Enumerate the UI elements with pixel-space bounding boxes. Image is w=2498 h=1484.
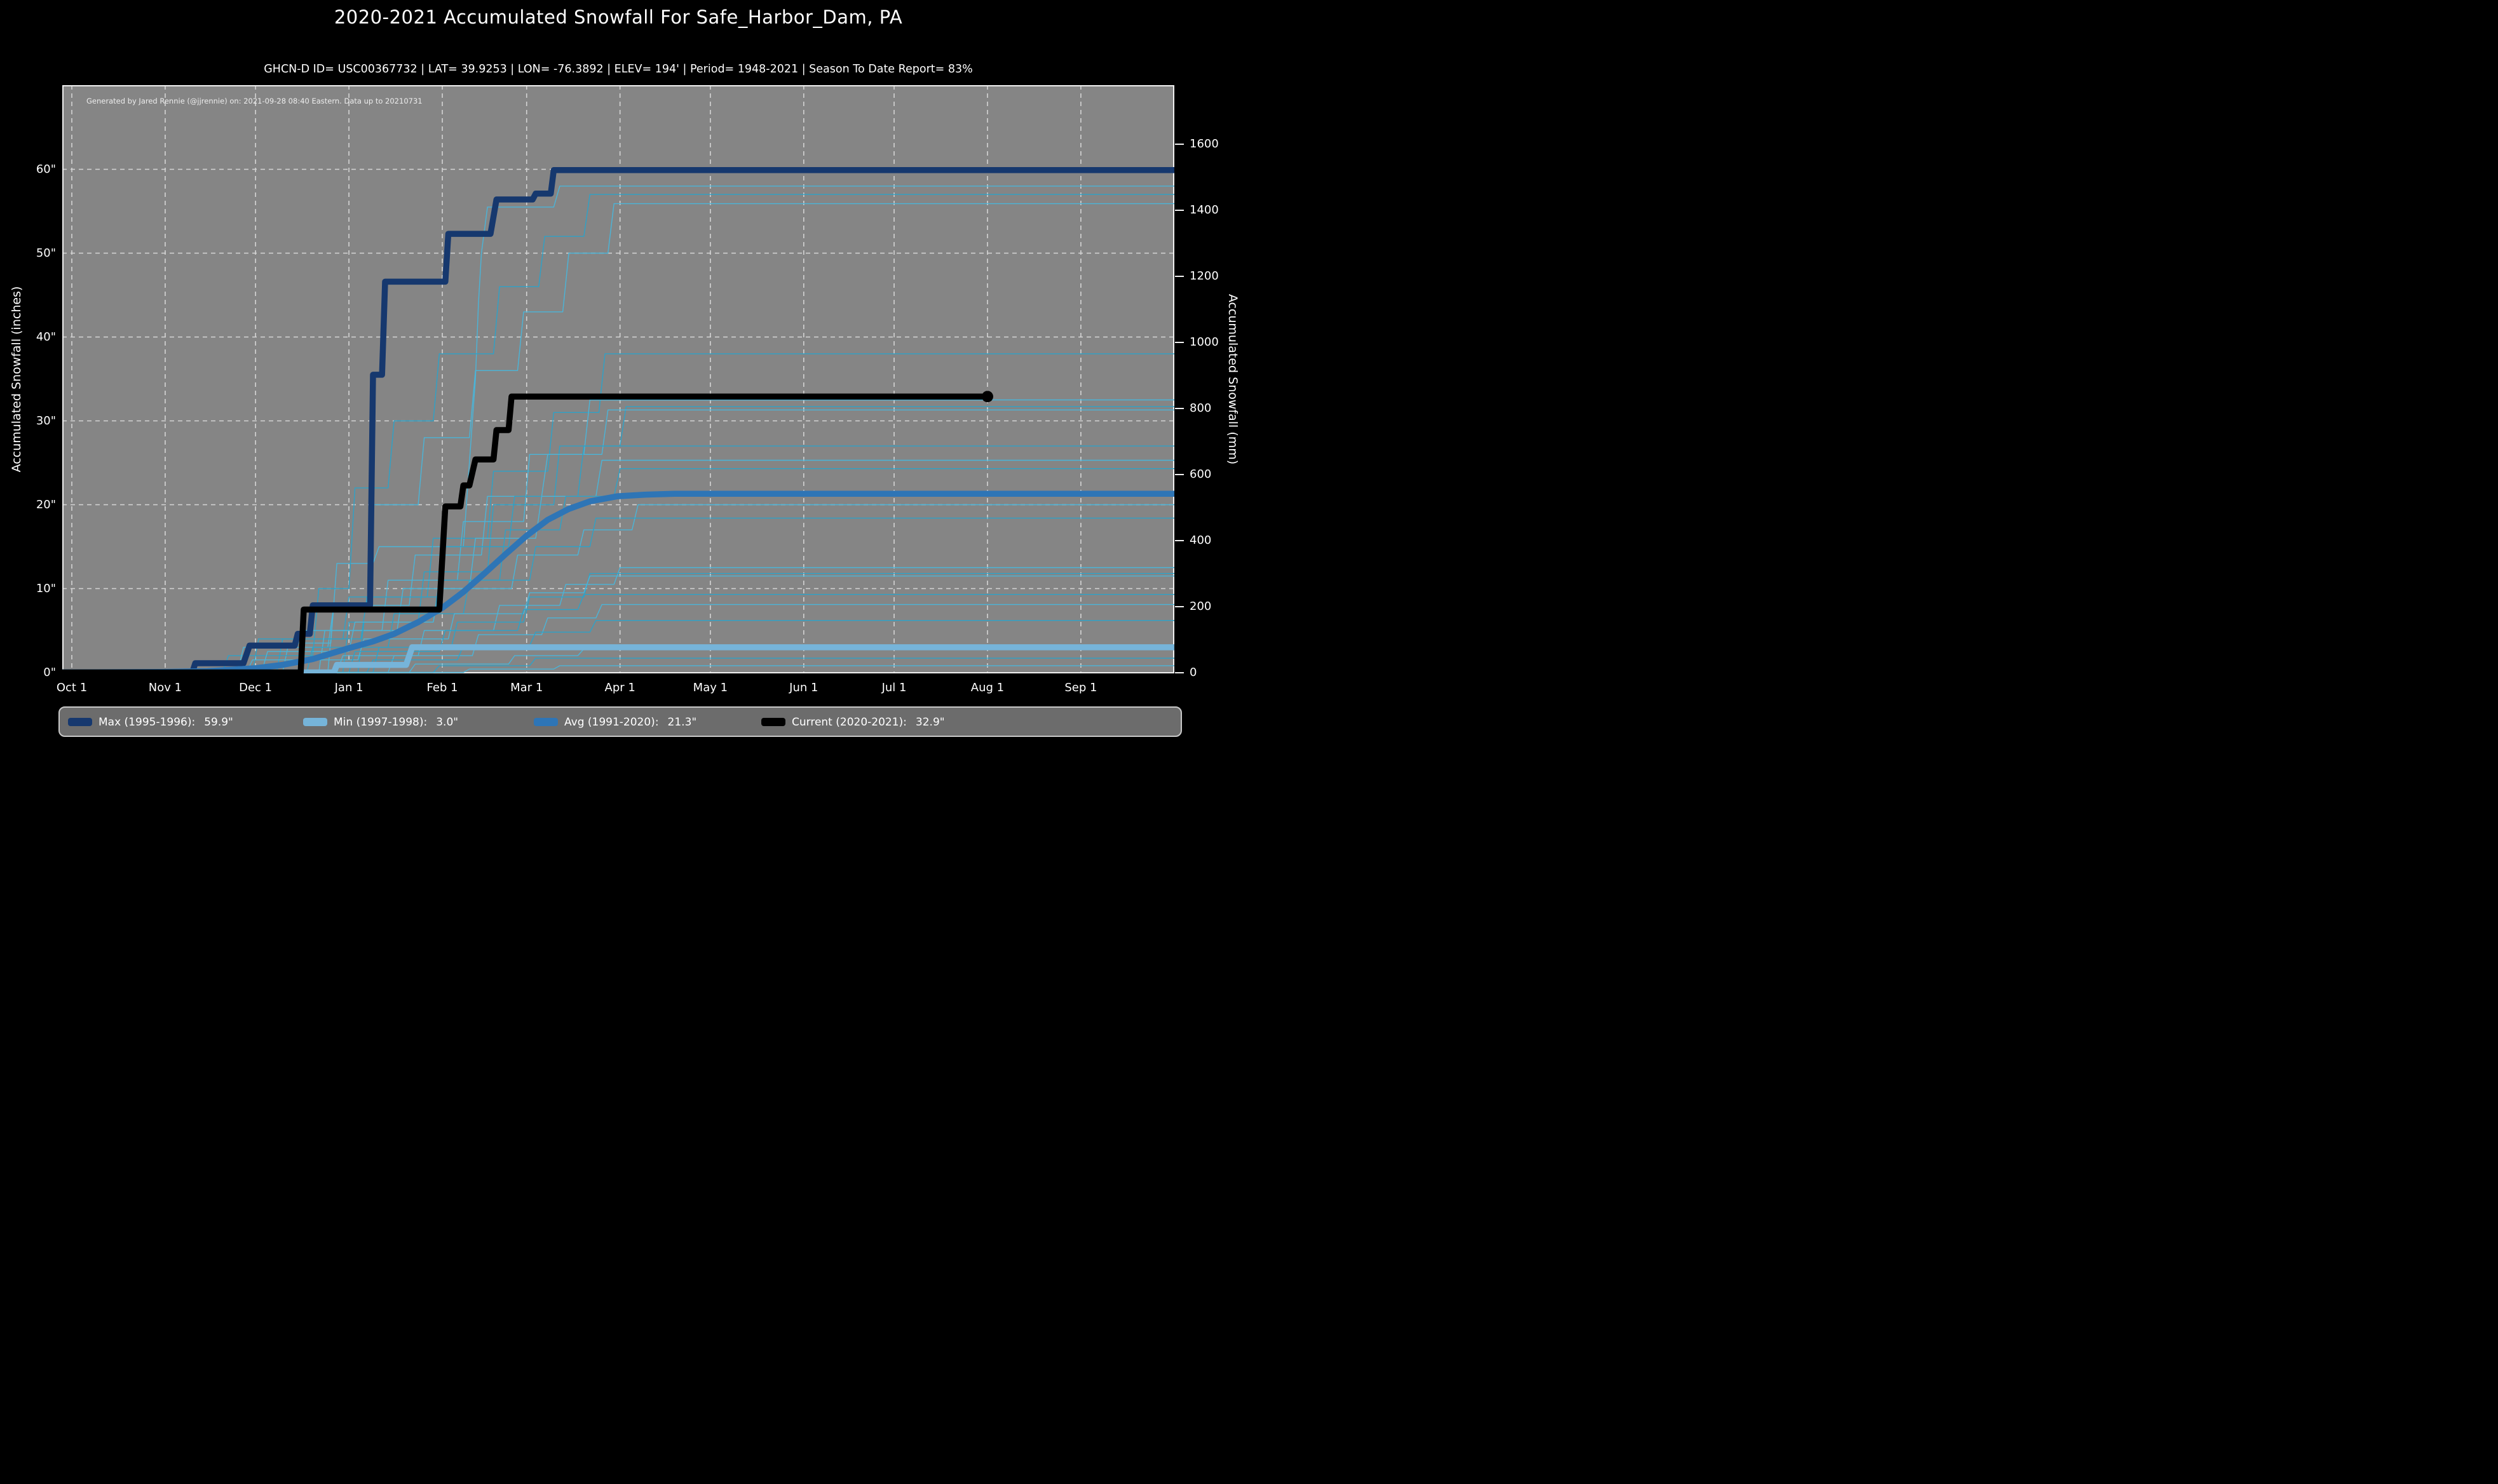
x-tick-label: Aug 1 [970,681,1005,694]
y-tick-mark [1175,407,1184,409]
legend-item-avg: Avg (1991-2020): 21.3" [534,716,696,730]
x-tick-label: Dec 1 [239,681,273,694]
plot-background [62,85,1174,673]
y-tick-mark [1175,209,1184,211]
y-tick-label-mm: 1600 [1190,137,1219,151]
chart-title: 2020-2021 Accumulated Snowfall For Safe_… [334,6,903,28]
y-tick-mark [1175,144,1184,145]
chart-figure: 2020-2021 Accumulated Snowfall For Safe_… [0,0,1249,742]
y-tick-label-inches: 60" [36,162,56,176]
x-tick-label: Nov 1 [148,681,182,694]
watermark-text: Generated by Jared Rennie (@jjrennie) on… [86,97,423,105]
current-line [62,393,991,673]
y-tick-label-mm: 1000 [1190,335,1219,349]
season-line [62,353,1174,673]
legend-value: 59.9" [204,716,233,729]
right-axis-title: Accumulated Snowfall (mm) [1226,293,1240,465]
legend-value: 32.9" [915,716,945,729]
y-tick-mark [1175,473,1184,475]
season-line [62,665,1174,673]
avg-line [62,490,1174,673]
season-line [62,567,1174,673]
x-tick-label: Jul 1 [881,681,907,694]
y-tick-label-inches: 30" [36,414,56,428]
x-tick-label: Mar 1 [510,681,543,694]
legend-swatch-min-icon [303,718,327,726]
season-line [62,459,1174,673]
y-tick-mark [1175,539,1184,541]
y-tick-label-inches: 20" [36,497,56,511]
x-tick-label: Sep 1 [1064,681,1097,694]
y-tick-label-inches: 50" [36,246,56,260]
x-tick-label: Apr 1 [604,681,635,694]
legend-value: 21.3" [667,716,697,729]
plot-area: Generated by Jared Rennie (@jjrennie) on… [62,85,1174,673]
plot-border [62,85,1174,673]
left-axis-title: Accumulated Snowfall (inches) [10,286,24,473]
y-tick-mark [1175,605,1184,607]
legend-swatch-avg-icon [534,718,558,726]
season-line [62,576,1174,673]
y-tick-mark [1175,341,1184,343]
legend-label: Min (1997-1998): [334,716,428,729]
x-tick-label: Jan 1 [334,681,363,694]
current-end-dot [981,391,993,403]
legend-item-current: Current (2020-2021): 32.9" [761,716,945,730]
legend-value: 3.0" [436,716,459,729]
legend-swatch-current-icon [761,718,785,726]
y-tick-label-mm: 1200 [1190,269,1219,283]
y-tick-label-mm: 1400 [1190,203,1219,217]
legend-swatch-max-icon [68,718,92,726]
x-tick-label: May 1 [693,681,728,694]
snowfall-chart [62,85,1174,673]
x-tick-label: Jun 1 [789,681,818,694]
y-tick-label-inches: 10" [36,581,56,595]
season-line [62,517,1174,673]
legend-item-min: Min (1997-1998): 3.0" [303,716,458,730]
y-tick-mark [1175,671,1184,673]
data-lines [62,167,1174,673]
y-tick-mark [1175,275,1184,277]
season-line [62,504,1174,673]
x-tick-label: Feb 1 [426,681,458,694]
y-tick-label-mm: 200 [1190,599,1212,613]
legend-label: Current (2020-2021): [792,716,907,729]
y-tick-label-mm: 600 [1190,467,1212,481]
y-tick-label-inches: 0" [43,665,56,679]
legend-label: Avg (1991-2020): [564,716,659,729]
chart-subtitle: GHCN-D ID= USC00367732 | LAT= 39.9253 | … [264,63,973,76]
x-tick-label: Oct 1 [56,681,88,694]
y-tick-label-inches: 40" [36,330,56,344]
y-tick-label-mm: 400 [1190,533,1212,547]
legend-item-max: Max (1995-1996): 59.9" [68,716,233,730]
y-tick-label-mm: 800 [1190,401,1212,415]
y-tick-label-mm: 0 [1190,665,1197,679]
max-line [62,167,1174,673]
legend: Max (1995-1996): 59.9" Min (1997-1998): 3.… [58,706,1182,737]
legend-label: Max (1995-1996): [98,716,196,729]
